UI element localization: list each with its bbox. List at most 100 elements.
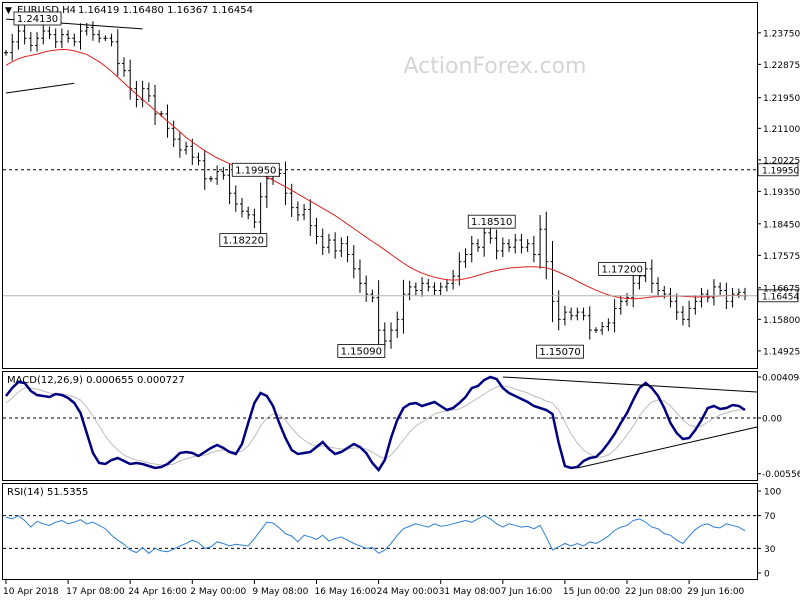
ohlc-bar [525,239,530,252]
ohlc-bar [109,33,114,47]
price-annotation: 1.15090 [337,344,386,358]
ohlc-bar [35,32,40,52]
ohlc-bar [538,214,543,269]
ohlc-bar [575,307,580,321]
ohlc-bar [16,23,21,50]
x-axis-tick-label: 29 Jun 16:00 [687,587,744,597]
ohlc-bar [420,277,425,297]
ohlc-bar [320,228,325,256]
price-y-tick-label: 1.15800 [763,316,800,326]
x-axis-tick-label: 31 May 08:00 [439,587,501,597]
x-axis-tick-label: 16 May 16:00 [315,587,377,597]
price-y-tick-label: 1.22875 [763,61,800,71]
ohlc-bar [208,175,213,182]
rsi-y-tick-label: 30 [764,545,776,555]
ohlc-bar [376,280,381,348]
ohlc-bar [103,35,108,42]
price-annotation-box [13,11,62,26]
price-panel-frame [2,2,758,369]
price-y-tick-label: 1.21950 [763,94,800,104]
ohlc-bar [600,322,605,335]
ohlc-bar [47,26,52,40]
ohlc-bar [190,138,195,165]
ohlc-bar [258,182,263,237]
ohlc-bar [202,149,207,190]
x-axis-tick-label: 24 May 00:00 [377,587,439,597]
price-annotation-label: 1.18510 [471,217,512,228]
ohlc-bar [221,167,226,180]
ohlc-bar [519,233,524,254]
ohlc-bar [395,311,400,338]
price-annotation-box [598,261,647,276]
rsi-line [5,515,746,554]
macd-trendline [577,426,758,469]
rsi-panel-frame [2,483,758,580]
ohlc-bar [444,278,449,292]
price-annotation: 1.24130 [13,11,62,26]
ohlc-bar [606,318,611,332]
price-y-tick-label: 1.23750 [763,29,800,39]
ohlc-bar [10,34,15,61]
ohlc-bar [500,237,505,258]
ohlc-bar [469,235,474,263]
x-axis-tick-label: 22 Jun 08:00 [625,587,682,597]
price-y-tick-label: 1.16675 [763,284,800,294]
ohlc-bar [612,299,617,333]
ohlc-bar [357,259,362,293]
watermark: ActionForex.com [404,54,587,79]
ohlc-bar [618,295,623,315]
ohlc-bar [674,293,679,320]
ohlc-bar [252,208,257,229]
rsi-label: RSI(14) 51.5355 [7,487,88,498]
x-axis-tick-label: 24 Apr 16:00 [128,587,187,597]
ohlc-bar [488,227,493,244]
price-annotation: 1.18220 [219,233,268,248]
price-y-tick-label: 1.19350 [763,188,800,198]
ohlc-bar [246,206,251,220]
ohlc-bar [345,235,350,263]
ohlc-bar [531,235,536,263]
header-arrow-icon: ▼ [5,6,12,16]
ohlc-bar [184,141,189,155]
ohlc-bar [239,197,244,218]
ohlc-bar [693,295,698,315]
ohlc-bar [215,165,220,185]
ohlc-bar [736,288,741,298]
ohlc-bar [711,279,716,306]
ohlc-bar [314,217,319,245]
rsi-y-tick-label: 70 [764,512,776,522]
price-y-tick-label: 1.17575 [763,252,800,262]
ohlc-bar [687,300,692,328]
ohlc-bar [631,273,636,308]
ohlc-bar [326,233,331,254]
ohlc-bar [196,152,201,166]
ohlc-bar [146,82,151,103]
x-axis-tick-label: 9 May 08:00 [252,587,308,597]
ohlc-bar [302,204,307,221]
macd-trendline [502,376,758,393]
ohlc-bar [66,30,71,43]
ohlc-bar [680,305,685,326]
price-annotation: 1.15070 [536,344,584,359]
ohlc-bar [289,183,294,218]
price-y-tick-label: 1.21100 [763,125,800,135]
ohlc-bar [22,24,27,45]
ohlc-bar [562,305,567,326]
ohlc-bar [53,28,58,49]
ohlc-bar [668,287,673,308]
ohlc-bar [283,161,288,206]
current-price-tag-box [757,289,799,303]
price-annotation-box [467,214,516,229]
price-annotation: 1.18510 [467,214,516,229]
ohlc-bar [171,120,176,147]
ohlc-bar [426,278,431,292]
ohlc-bar [581,307,586,321]
x-axis-tick-label: 15 Jun 00:00 [563,587,620,597]
ohlc-bar [389,322,394,349]
ohlc-bar [364,275,369,302]
ohlc-bar [121,57,126,77]
price-annotation-box [337,344,386,358]
ohlc-bar [413,282,418,296]
ohlc-bar [438,282,443,296]
ohlc-bar [407,280,412,301]
